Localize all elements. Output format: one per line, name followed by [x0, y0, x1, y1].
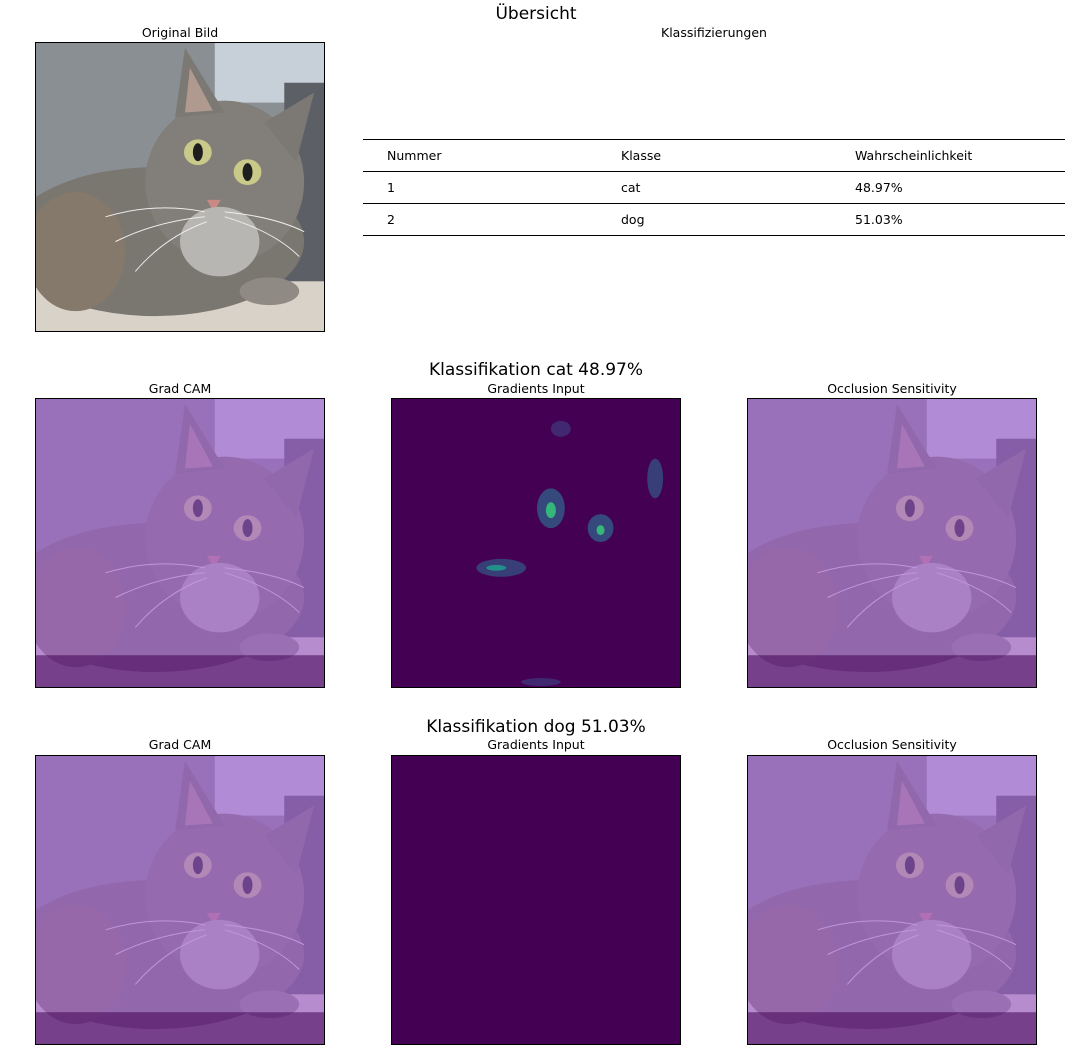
occlusion-dog-title: Occlusion Sensitivity [827, 737, 957, 752]
classification-table: Nummer Klasse Wahrscheinlichkeit 1 cat 4… [363, 139, 1065, 236]
gradients-cat-image [391, 398, 681, 688]
occlusion-cat-image [747, 398, 1037, 688]
gradcam-cat-title: Grad CAM [148, 381, 212, 396]
classification-table-title: Klassifizierungen [661, 25, 767, 40]
row-class: cat [621, 180, 641, 195]
occlusion-cat-title: Occlusion Sensitivity [827, 381, 957, 396]
row-class: dog [621, 212, 645, 227]
gradients-cat-title: Gradients Input [487, 381, 585, 396]
gradcam-cat-image [35, 398, 325, 688]
row-number: 1 [387, 180, 395, 195]
section-dog-title: Klassifikation dog 51.03% [426, 717, 646, 737]
original-image [35, 42, 325, 332]
header-number: Nummer [387, 148, 442, 163]
row-number: 2 [387, 212, 395, 227]
original-image-title: Original Bild [141, 25, 219, 40]
table-row: 1 cat 48.97% [363, 171, 1065, 203]
occlusion-dog-image [747, 755, 1037, 1045]
section-cat-title: Klassifikation cat 48.97% [428, 360, 644, 380]
row-probability: 48.97% [855, 180, 903, 195]
header-class: Klasse [621, 148, 662, 163]
gradients-dog-title: Gradients Input [487, 737, 585, 752]
row-probability: 51.03% [855, 212, 903, 227]
header-probability: Wahrscheinlichkeit [855, 148, 973, 163]
overview-title: Übersicht [495, 4, 577, 24]
table-header-row: Nummer Klasse Wahrscheinlichkeit [363, 139, 1065, 171]
gradcam-dog-title: Grad CAM [148, 737, 212, 752]
gradcam-dog-image [35, 755, 325, 1045]
gradients-dog-image [391, 755, 681, 1045]
table-row: 2 dog 51.03% [363, 203, 1065, 236]
